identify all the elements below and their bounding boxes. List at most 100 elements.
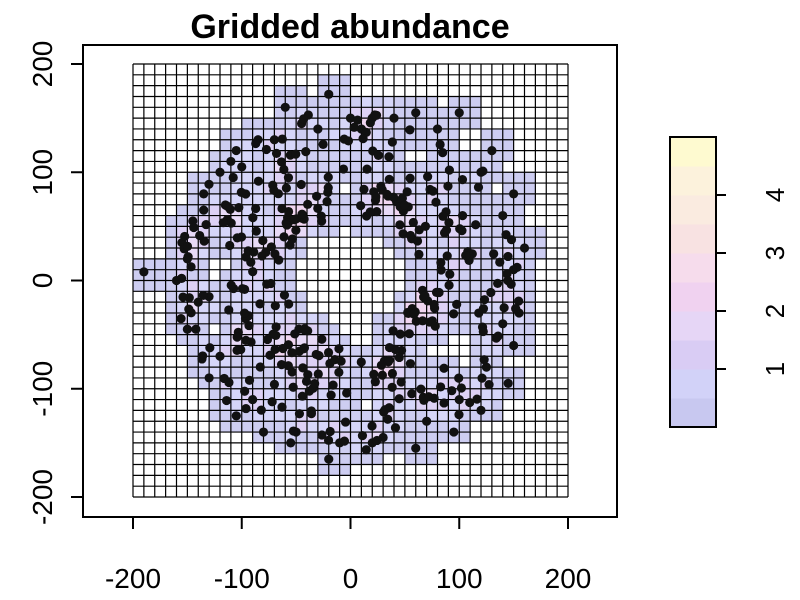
abundance-cell bbox=[394, 367, 405, 378]
abundance-cell bbox=[230, 388, 242, 400]
data-point bbox=[471, 220, 481, 230]
data-point bbox=[493, 331, 503, 341]
data-point bbox=[255, 299, 265, 309]
abundance-cell bbox=[415, 193, 427, 205]
abundance-cell bbox=[198, 172, 210, 184]
abundance-cell bbox=[285, 96, 297, 108]
abundance-cell bbox=[209, 302, 220, 313]
data-point bbox=[509, 340, 519, 351]
data-point bbox=[268, 329, 278, 339]
data-point bbox=[362, 164, 372, 174]
abundance-cell bbox=[274, 432, 286, 443]
abundance-cell bbox=[187, 183, 199, 194]
data-point bbox=[237, 284, 248, 294]
abundance-cell bbox=[220, 172, 231, 184]
abundance-cell bbox=[165, 248, 177, 259]
data-point bbox=[269, 185, 279, 196]
data-point bbox=[405, 125, 415, 135]
abundance-cell bbox=[263, 269, 275, 281]
data-point bbox=[215, 167, 225, 177]
abundance-cell bbox=[230, 161, 242, 173]
data-point bbox=[248, 267, 258, 277]
data-point bbox=[424, 392, 434, 402]
abundance-cell bbox=[307, 139, 318, 151]
abundance-cell bbox=[198, 258, 210, 270]
abundance-cell bbox=[491, 399, 503, 411]
abundance-cell bbox=[241, 172, 253, 184]
abundance-cell bbox=[317, 410, 329, 422]
abundance-cell bbox=[274, 421, 286, 433]
abundance-cell bbox=[470, 312, 481, 324]
data-point bbox=[270, 249, 280, 259]
abundance-cell bbox=[372, 215, 384, 227]
data-point bbox=[438, 148, 448, 158]
abundance-cell bbox=[209, 215, 220, 227]
abundance-cell bbox=[198, 377, 210, 389]
abundance-cell bbox=[220, 410, 231, 422]
abundance-cell bbox=[524, 237, 536, 249]
abundance-cell bbox=[252, 421, 264, 433]
abundance-cell bbox=[209, 312, 220, 324]
abundance-cell bbox=[317, 345, 329, 357]
legend-color-swatch bbox=[670, 398, 716, 428]
abundance-cell bbox=[437, 237, 449, 249]
abundance-cell bbox=[361, 388, 373, 400]
abundance-cell bbox=[220, 388, 231, 400]
abundance-cell bbox=[437, 193, 449, 205]
abundance-cell bbox=[415, 258, 427, 270]
abundance-cell bbox=[426, 226, 438, 238]
data-point bbox=[334, 344, 344, 354]
abundance-cell bbox=[491, 237, 503, 249]
abundance-cell bbox=[426, 118, 438, 129]
abundance-cell bbox=[285, 421, 297, 433]
abundance-cell bbox=[187, 345, 199, 357]
data-point bbox=[365, 207, 375, 217]
data-point bbox=[180, 231, 190, 242]
abundance-cell bbox=[317, 464, 329, 476]
data-point bbox=[261, 144, 271, 155]
abundance-cell bbox=[481, 215, 492, 227]
data-point bbox=[266, 242, 276, 252]
data-point bbox=[431, 197, 441, 207]
abundance-cell bbox=[415, 334, 427, 346]
abundance-cell bbox=[230, 269, 242, 281]
abundance-cell bbox=[437, 269, 449, 281]
abundance-cell bbox=[383, 215, 394, 227]
data-point bbox=[472, 394, 482, 404]
abundance-cell bbox=[524, 193, 536, 205]
data-point bbox=[447, 386, 457, 396]
abundance-cell bbox=[241, 183, 253, 194]
data-point bbox=[224, 377, 234, 388]
abundance-cell bbox=[339, 85, 351, 97]
abundance-cell bbox=[470, 172, 481, 184]
abundance-cell bbox=[459, 107, 471, 119]
abundance-cell bbox=[448, 107, 460, 119]
data-point bbox=[452, 299, 462, 309]
abundance-cell bbox=[383, 226, 394, 238]
abundance-cell bbox=[491, 161, 503, 173]
data-point bbox=[388, 192, 399, 202]
abundance-cell bbox=[263, 226, 275, 238]
legend-color-swatch bbox=[670, 166, 716, 196]
data-point bbox=[454, 410, 464, 420]
abundance-cell bbox=[481, 204, 492, 216]
abundance-cell bbox=[437, 432, 449, 443]
data-point bbox=[384, 355, 394, 365]
data-point bbox=[395, 220, 405, 230]
abundance-cell bbox=[198, 302, 210, 313]
abundance-cell bbox=[296, 291, 307, 303]
data-point bbox=[284, 299, 294, 309]
abundance-cell bbox=[252, 334, 264, 346]
y-tick-label: -100 bbox=[27, 361, 58, 417]
abundance-cell bbox=[459, 421, 471, 433]
abundance-cell bbox=[328, 464, 340, 476]
legend-color-swatch bbox=[670, 195, 716, 225]
abundance-cell bbox=[470, 323, 481, 335]
abundance-cell bbox=[209, 204, 220, 216]
abundance-cell bbox=[437, 248, 449, 259]
abundance-cell bbox=[220, 193, 231, 205]
abundance-cell bbox=[470, 161, 481, 173]
abundance-cell bbox=[209, 345, 220, 357]
data-point bbox=[283, 173, 294, 183]
abundance-cell bbox=[339, 139, 351, 151]
